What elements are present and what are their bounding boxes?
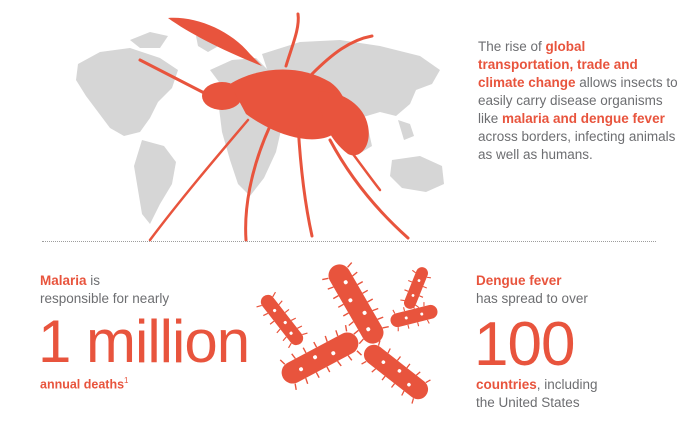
malaria-name: Malaria <box>40 273 87 288</box>
malaria-footnote: 1 <box>124 376 129 385</box>
dengue-big-number: 100 <box>474 310 575 379</box>
dengue-text-1: has spread to over <box>476 291 588 306</box>
malaria-caption-line: annual deaths1 <box>40 372 260 394</box>
dengue-text-2: , including <box>536 377 598 392</box>
malaria-intro-line: Malaria is <box>40 272 260 290</box>
world-map-icon <box>76 32 444 224</box>
malaria-text-1: is <box>86 273 101 288</box>
bacteria-icon <box>256 262 438 404</box>
dotted-divider <box>42 241 656 242</box>
dengue-text-3: the United States <box>476 395 580 410</box>
dengue-name: Dengue fever <box>476 273 562 288</box>
dengue-caption-line: countries, including <box>476 376 676 394</box>
malaria-text-2: responsible for nearly <box>40 291 170 306</box>
intro-highlight-1: global transportation, trade and climate… <box>478 39 638 90</box>
intro-text-3: across borders, infecting animals as wel… <box>478 129 676 162</box>
intro-highlight-2: malaria and dengue fever <box>502 111 665 126</box>
intro-text-2: allows insects to easily carry disease o… <box>478 75 678 126</box>
mosquito-icon <box>138 12 410 242</box>
intro-text-1: The rise of <box>478 39 546 54</box>
malaria-big-number: 1 million <box>38 308 250 375</box>
intro-paragraph: The rise of global transportation, trade… <box>478 38 678 164</box>
dengue-caption: countries <box>476 377 537 392</box>
dengue-stat: Dengue fever has spread to over 100 coun… <box>474 272 676 412</box>
malaria-caption: annual deaths <box>40 377 125 392</box>
malaria-stat: Malaria is responsible for nearly 1 mill… <box>38 272 260 394</box>
